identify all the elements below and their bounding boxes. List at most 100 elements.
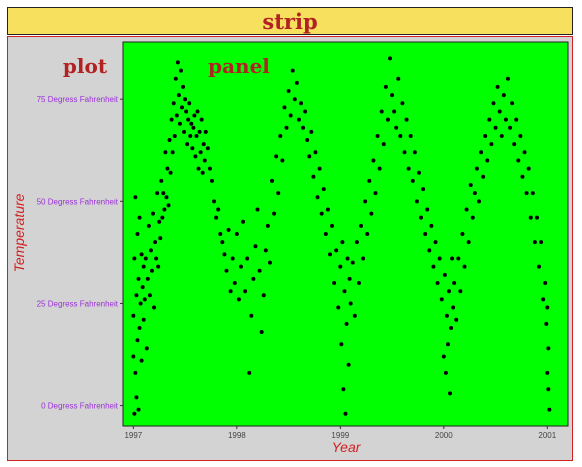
data-point [327,252,332,257]
data-point [379,109,384,114]
data-point [435,281,440,286]
data-point [412,150,417,155]
data-point [144,346,149,351]
data-point [340,240,345,245]
data-point [346,362,351,367]
data-point [451,305,456,310]
data-point [163,150,168,155]
data-point [439,297,444,302]
data-point [307,154,312,159]
data-point [207,166,212,171]
x-tick-label: 1997 [124,431,142,440]
data-point [539,240,544,245]
data-point [158,236,163,241]
data-point [155,191,160,196]
data-point [528,215,533,220]
data-point [516,158,521,163]
data-point [390,93,395,98]
data-point [514,117,519,122]
data-point [218,232,223,236]
data-point [526,166,531,171]
data-point [472,191,477,196]
data-point [263,248,268,253]
data-point [132,411,137,416]
data-point [396,76,401,81]
data-point [470,215,475,220]
data-point [410,178,415,183]
data-point [156,264,161,269]
data-point [456,256,461,261]
data-point [164,195,169,200]
data-point [518,133,523,138]
data-point [216,207,221,212]
data-point [481,174,486,179]
data-point [547,407,552,412]
data-point [505,76,510,81]
data-point [175,60,180,65]
data-point [330,223,335,228]
data-point [311,174,316,179]
panel-label: panel [208,54,270,78]
data-point [425,207,430,212]
data-point [136,276,141,281]
data-point [367,178,372,183]
data-point [342,289,347,294]
data-point [544,321,549,326]
data-point [452,281,457,286]
y-tick-label: 0 Degress Fahrenheit [41,402,119,411]
data-point [167,138,172,143]
data-point [449,325,454,330]
data-point [270,178,275,183]
data-point [267,260,272,265]
data-point [199,117,204,122]
data-point [448,391,453,396]
data-point [437,256,442,261]
y-axis: 0 Degress Fahrenheit 25 Degress Fahrenhei… [37,95,123,411]
data-point [309,129,314,134]
data-point [445,342,450,347]
data-point [187,101,192,106]
data-point [402,150,407,155]
data-point [131,354,136,359]
data-point [429,223,434,228]
data-point [545,305,550,310]
data-point [185,142,190,147]
data-point [398,133,403,138]
data-point [171,101,176,106]
data-point [375,133,380,138]
data-point [251,276,256,281]
data-point [259,330,264,335]
data-point [195,109,200,114]
data-point [186,117,191,122]
data-point [468,182,473,187]
data-point [230,256,235,261]
data-point [474,166,479,171]
data-point [508,125,513,130]
data-point [543,281,548,286]
data-point [232,281,237,286]
data-point [154,256,159,261]
data-point [466,240,471,245]
data-point [503,117,508,122]
data-point [359,223,364,228]
data-point [188,133,193,138]
data-point [348,301,353,306]
data-point [317,166,322,171]
data-point [169,117,174,122]
data-point [153,240,158,245]
data-point [133,195,138,200]
data-point [191,125,196,130]
data-point [336,305,341,310]
data-point [133,370,138,375]
x-axis: 1997 1998 1999 2000 2001 [124,426,557,440]
data-point [377,166,382,171]
data-point [247,370,252,375]
data-point [212,199,217,204]
data-point [487,117,492,122]
data-point [280,158,285,163]
data-point [344,321,349,326]
data-point [347,276,352,281]
data-point [334,248,339,253]
data-point [205,146,210,151]
